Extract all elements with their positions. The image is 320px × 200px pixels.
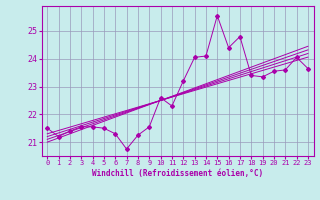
X-axis label: Windchill (Refroidissement éolien,°C): Windchill (Refroidissement éolien,°C) xyxy=(92,169,263,178)
